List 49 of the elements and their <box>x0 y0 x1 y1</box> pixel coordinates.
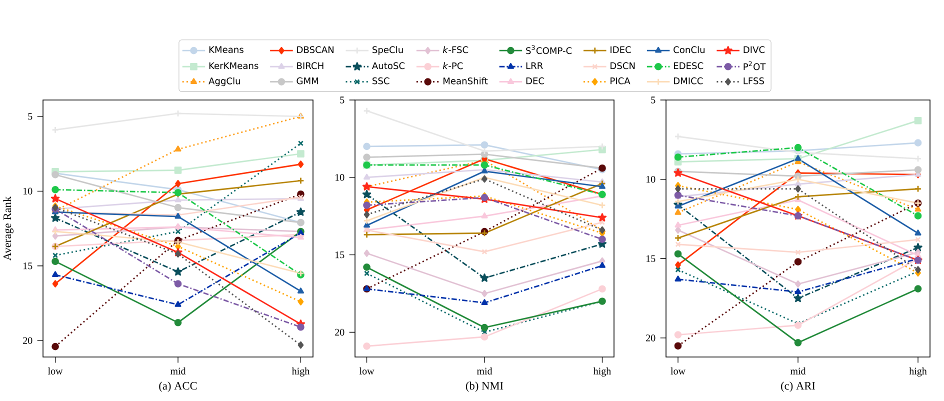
legend-label: DMICC <box>674 77 703 84</box>
y-tick-label: 10 <box>335 174 344 181</box>
legend-label: k-PC <box>442 62 463 70</box>
legend-label: DBSCAN <box>297 46 334 54</box>
legend-label: MeanShift <box>444 77 488 84</box>
legend-label: k-FSC <box>442 46 468 54</box>
x-tick-label: high <box>292 367 310 376</box>
y-axis-title: Average Rank <box>3 196 14 261</box>
legend-label: ConClu <box>674 46 704 54</box>
legend-label: AggClu <box>208 77 240 86</box>
legend-label: GMM <box>296 77 318 84</box>
x-tick-label: mid <box>790 367 806 374</box>
y-tick-label: 15 <box>335 251 344 258</box>
legend-label: P$^{2}$OT <box>744 61 766 70</box>
y-tick-label: 5 <box>28 113 32 120</box>
x-tick-label: low <box>48 367 63 374</box>
legend-label: SpeClu <box>372 46 403 55</box>
y-tick-label: 20 <box>646 334 656 342</box>
y-tick-label: 20 <box>335 328 344 336</box>
y-tick-label: 20 <box>23 337 32 344</box>
legend-label: KerKMeans <box>209 62 258 70</box>
x-tick-label: low <box>359 367 374 374</box>
legend-label: AutoSC <box>372 62 405 70</box>
legend-label: IDEC <box>610 46 631 54</box>
x-tick-label: mid <box>476 367 492 374</box>
x-axis-title: (a) ACC <box>159 382 197 392</box>
y-tick-label: 10 <box>646 176 656 183</box>
x-tick-label: high <box>909 367 927 376</box>
y-tick-label: 10 <box>23 188 32 195</box>
legend-label: KMeans <box>209 46 244 54</box>
legend-label: SSC <box>372 77 390 84</box>
legend-label: EDESC <box>674 62 704 70</box>
y-tick-label: 5 <box>651 96 656 104</box>
y-tick-label: 5 <box>340 96 344 104</box>
legend-label: PICA <box>610 77 630 84</box>
legend-label: LRR <box>526 62 543 69</box>
legend-label: DSCN <box>610 62 635 70</box>
x-axis-title: (b) NMI <box>466 382 504 392</box>
x-tick-label: low <box>670 367 686 374</box>
legend-label: DEC <box>526 77 544 84</box>
y-tick-label: 15 <box>23 262 32 270</box>
legend-label: S$^{3}$COMP-C <box>526 45 572 54</box>
legend-label: LFSS <box>744 77 764 84</box>
legend-label: BIRCH <box>297 62 324 70</box>
x-tick-label: mid <box>170 367 186 374</box>
x-tick-label: high <box>593 367 611 376</box>
legend-label: DIVC <box>744 46 765 54</box>
x-axis-title: (c) ARI <box>781 382 816 392</box>
y-tick-label: 15 <box>646 255 656 262</box>
